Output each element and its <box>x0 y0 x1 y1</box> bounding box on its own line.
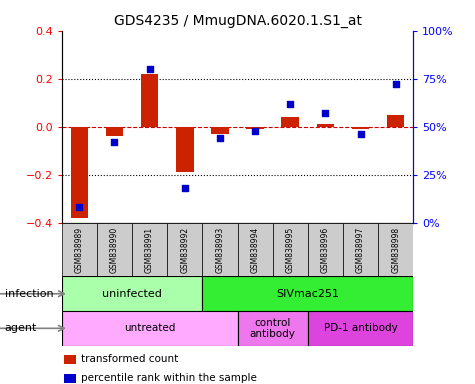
FancyBboxPatch shape <box>273 223 308 276</box>
Bar <box>211 127 228 134</box>
FancyBboxPatch shape <box>62 223 97 276</box>
FancyBboxPatch shape <box>308 223 343 276</box>
Text: untreated: untreated <box>124 323 175 333</box>
Point <box>251 127 259 134</box>
Point <box>357 131 364 137</box>
FancyBboxPatch shape <box>202 223 238 276</box>
FancyBboxPatch shape <box>238 311 308 346</box>
Bar <box>71 127 88 218</box>
FancyBboxPatch shape <box>378 223 413 276</box>
Text: GSM838989: GSM838989 <box>75 227 84 273</box>
Text: GSM838992: GSM838992 <box>180 227 189 273</box>
FancyBboxPatch shape <box>62 276 202 311</box>
FancyBboxPatch shape <box>308 311 413 346</box>
Text: GSM838990: GSM838990 <box>110 227 119 273</box>
Bar <box>141 74 158 127</box>
Text: GSM838991: GSM838991 <box>145 227 154 273</box>
FancyBboxPatch shape <box>343 223 378 276</box>
Point <box>322 110 329 116</box>
FancyBboxPatch shape <box>62 311 238 346</box>
Text: infection: infection <box>5 289 53 299</box>
Text: uninfected: uninfected <box>102 289 162 299</box>
Point <box>111 139 118 145</box>
Text: GSM838996: GSM838996 <box>321 227 330 273</box>
Text: SIVmac251: SIVmac251 <box>276 289 339 299</box>
FancyBboxPatch shape <box>238 223 273 276</box>
Bar <box>316 124 334 127</box>
Bar <box>105 127 124 136</box>
Bar <box>247 127 264 129</box>
Text: agent: agent <box>5 323 37 333</box>
Point <box>146 66 153 72</box>
Text: GSM838997: GSM838997 <box>356 227 365 273</box>
Text: GSM838993: GSM838993 <box>216 227 224 273</box>
Point <box>181 185 189 191</box>
Bar <box>352 127 369 129</box>
Text: GSM838995: GSM838995 <box>286 227 294 273</box>
Text: transformed count: transformed count <box>81 354 178 364</box>
Point <box>216 135 224 141</box>
Point <box>392 81 399 88</box>
Text: control
antibody: control antibody <box>250 318 295 339</box>
Text: PD-1 antibody: PD-1 antibody <box>323 323 398 333</box>
FancyBboxPatch shape <box>132 223 167 276</box>
Bar <box>387 115 404 127</box>
Text: GSM838998: GSM838998 <box>391 227 400 273</box>
Bar <box>176 127 194 172</box>
Title: GDS4235 / MmugDNA.6020.1.S1_at: GDS4235 / MmugDNA.6020.1.S1_at <box>114 14 361 28</box>
Point <box>286 101 294 107</box>
Point <box>76 204 83 210</box>
FancyBboxPatch shape <box>97 223 132 276</box>
FancyBboxPatch shape <box>167 223 202 276</box>
Bar <box>281 117 299 127</box>
Text: GSM838994: GSM838994 <box>251 227 259 273</box>
FancyBboxPatch shape <box>202 276 413 311</box>
Text: percentile rank within the sample: percentile rank within the sample <box>81 373 256 383</box>
